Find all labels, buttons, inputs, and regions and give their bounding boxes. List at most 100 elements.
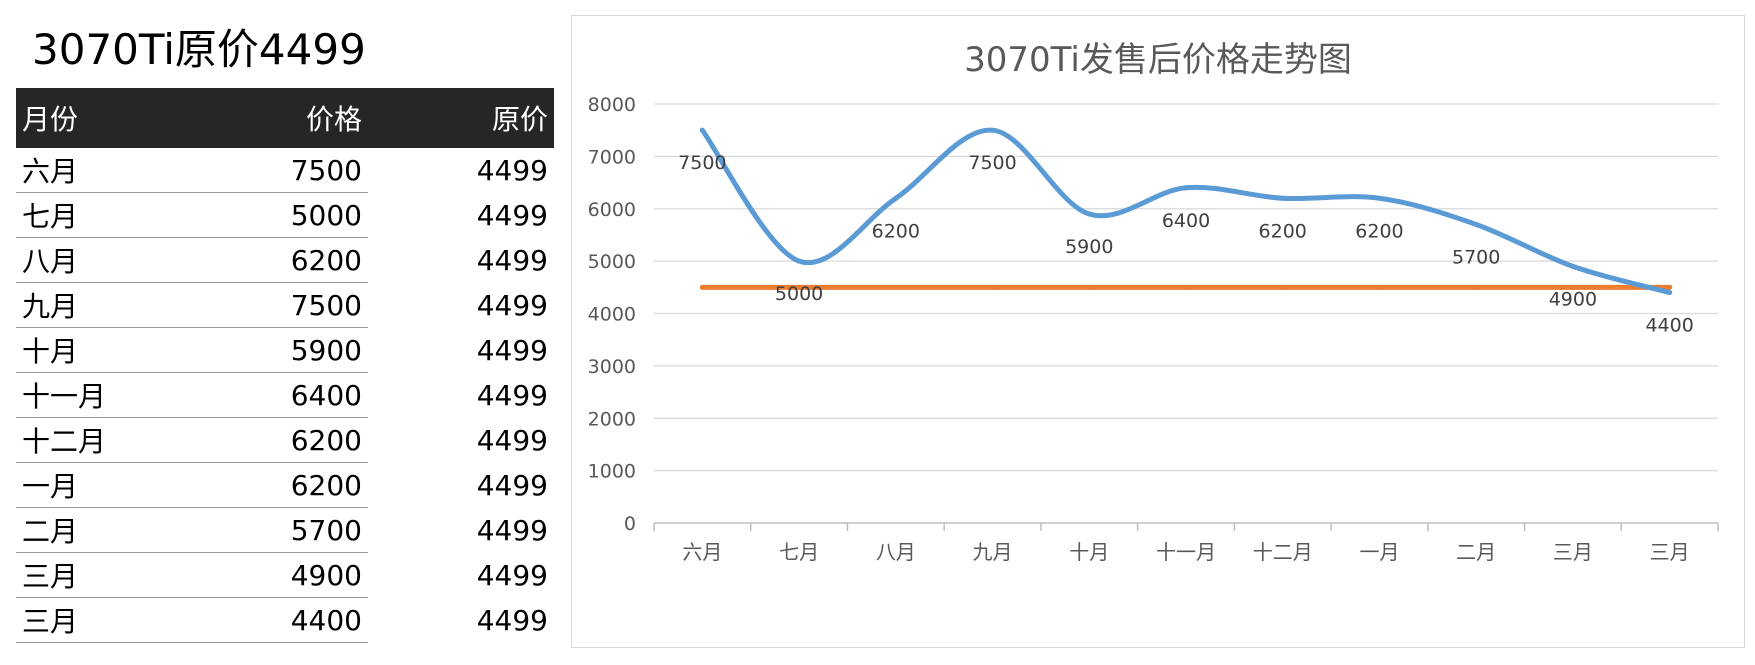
- table-row: 三月 4400 4499: [16, 597, 554, 643]
- data-point: [1473, 284, 1479, 290]
- data-point: [1667, 284, 1673, 290]
- table-row: 八月 6200 4499: [16, 237, 554, 283]
- cell-original[interactable]: 4499: [476, 288, 548, 322]
- y-tick-label: 2000: [588, 408, 636, 430]
- data-label: 4400: [1645, 315, 1693, 337]
- data-point: [1376, 195, 1382, 201]
- table-header-row: 月份 价格 原价: [16, 88, 554, 148]
- cell-price[interactable]: 5000: [204, 192, 368, 238]
- data-label: 5000: [775, 283, 823, 305]
- chart-title: 3070Ti发售后价格走势图: [964, 40, 1352, 80]
- cell-month[interactable]: 十月: [16, 327, 204, 373]
- cell-original[interactable]: 4499: [476, 243, 548, 277]
- data-point: [990, 284, 996, 290]
- cell-month[interactable]: 六月: [16, 148, 204, 193]
- data-point: [1183, 284, 1189, 290]
- data-point: [1086, 211, 1092, 217]
- cell-original[interactable]: 4499: [476, 333, 548, 367]
- header-original[interactable]: 原价: [368, 88, 554, 148]
- data-point: [1667, 290, 1673, 296]
- cell-month[interactable]: 七月: [16, 192, 204, 238]
- cell-original[interactable]: 4499: [476, 468, 548, 502]
- table-row: 七月 5000 4499: [16, 192, 554, 238]
- cell-month[interactable]: 三月: [16, 597, 204, 643]
- cell-month[interactable]: 十二月: [16, 417, 204, 463]
- cell-price[interactable]: 6200: [204, 462, 368, 508]
- chart-plot-area: 0 1000 2000 3000 4000 5000 6000 7000 8000 六月 七月 八月 九…: [588, 94, 1719, 564]
- data-point: [1473, 221, 1479, 227]
- y-tick-label: 4000: [588, 304, 636, 326]
- x-tick-label: 七月: [779, 540, 819, 564]
- data-point: [1376, 284, 1382, 290]
- cell-price[interactable]: 6200: [204, 237, 368, 283]
- x-tick-label: 十月: [1069, 540, 1109, 564]
- cell-original[interactable]: 4499: [476, 378, 548, 412]
- y-tick-label: 1000: [588, 461, 636, 483]
- cell-month[interactable]: 八月: [16, 237, 204, 283]
- cell-price[interactable]: 5900: [204, 327, 368, 373]
- cell-price[interactable]: 7500: [204, 282, 368, 328]
- y-tick-label: 3000: [588, 356, 636, 378]
- data-label: 6200: [1259, 220, 1307, 242]
- data-point: [1570, 284, 1576, 290]
- cell-original[interactable]: 4499: [476, 198, 548, 232]
- cell-month[interactable]: 二月: [16, 507, 204, 553]
- y-tick-label: 6000: [588, 199, 636, 221]
- data-point: [1183, 185, 1189, 191]
- data-point: [1280, 284, 1286, 290]
- header-month[interactable]: 月份: [16, 88, 204, 148]
- data-point: [1570, 263, 1576, 269]
- x-tick-label: 八月: [876, 540, 916, 564]
- data-label: 5700: [1452, 246, 1500, 268]
- sheet-title: 3070Ti原价4499: [32, 25, 366, 74]
- table-row: 一月 6200 4499: [16, 462, 554, 508]
- table-row: 二月 5700 4499: [16, 507, 554, 553]
- cell-original[interactable]: 4499: [476, 423, 548, 457]
- table-row: 十月 5900 4499: [16, 327, 554, 373]
- x-tick-label: 三月: [1553, 540, 1593, 564]
- price-table: 月份 价格 原价 六月 7500 4499 七月 5000 4499 八月 6200 4499 九…: [16, 88, 554, 643]
- data-point: [893, 284, 899, 290]
- x-tick-label: 一月: [1359, 540, 1399, 564]
- data-point: [796, 284, 802, 290]
- cell-original[interactable]: 4499: [476, 513, 548, 547]
- header-price[interactable]: 价格: [204, 88, 368, 148]
- x-tick-label: 三月: [1650, 540, 1690, 564]
- cell-price[interactable]: 6200: [204, 417, 368, 463]
- table-row: 三月 4900 4499: [16, 552, 554, 598]
- cell-original[interactable]: 4499: [476, 558, 548, 592]
- cell-price[interactable]: 4400: [204, 597, 368, 643]
- data-label: 7500: [968, 152, 1016, 174]
- cell-month[interactable]: 九月: [16, 282, 204, 328]
- x-tick-label: 十一月: [1156, 540, 1216, 564]
- cell-month[interactable]: 一月: [16, 462, 204, 508]
- x-tick-label: 二月: [1456, 540, 1496, 564]
- cell-original[interactable]: 4499: [476, 603, 548, 637]
- data-label: 4900: [1549, 288, 1597, 310]
- data-point: [1280, 195, 1286, 201]
- y-tick-label: 0: [624, 513, 636, 535]
- data-point: [796, 258, 802, 264]
- cell-original[interactable]: 4499: [476, 153, 548, 187]
- data-label: 5900: [1065, 236, 1113, 258]
- data-label: 6400: [1162, 210, 1210, 232]
- cell-price[interactable]: 5700: [204, 507, 368, 553]
- price-trend-chart: 3070Ti发售后价格走势图 0 1000 2000 3000 4000 5000 6000…: [571, 15, 1745, 648]
- cell-price[interactable]: 7500: [204, 148, 368, 193]
- x-tick-label: 十二月: [1253, 540, 1313, 564]
- data-point: [699, 284, 705, 290]
- y-tick-label: 7000: [588, 146, 636, 168]
- data-label: 7500: [678, 152, 726, 174]
- cell-month[interactable]: 三月: [16, 552, 204, 598]
- data-label: 6200: [872, 220, 920, 242]
- table-row: 六月 7500 4499: [16, 148, 554, 193]
- cell-month[interactable]: 十一月: [16, 372, 204, 418]
- data-point: [699, 127, 705, 133]
- series-line-price: [699, 127, 1673, 296]
- data-label: 6200: [1355, 220, 1403, 242]
- cell-price[interactable]: 4900: [204, 552, 368, 598]
- data-point: [1086, 284, 1092, 290]
- cell-price[interactable]: 6400: [204, 372, 368, 418]
- x-tick-label: 六月: [682, 540, 722, 564]
- data-point: [990, 127, 996, 133]
